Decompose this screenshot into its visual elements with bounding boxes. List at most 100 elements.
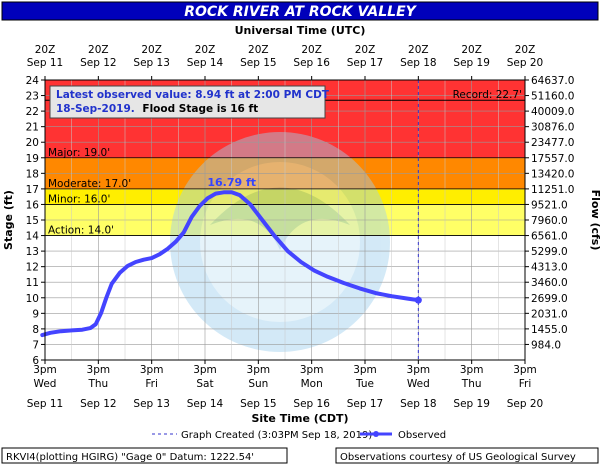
flow-tick-label: 3460.0 — [531, 277, 568, 289]
legend-created-label: Graph Created (3:03PM Sep 18, 2019) — [181, 430, 372, 441]
bottom-tick-date: Sep 14 — [187, 398, 224, 410]
stage-tick-label: 24 — [26, 75, 40, 87]
flow-tick-label: 2699.0 — [531, 293, 568, 305]
axes: 6 7 8 9 10 11 12 13 14 15 16 17 18 19 20 21 22 23 24 984.0 1… — [26, 44, 575, 410]
bottom-tick-weekday: Tue — [355, 378, 374, 390]
stage-tick-label: 15 — [26, 215, 39, 227]
top-tick-date: Sep 19 — [453, 57, 490, 69]
record-label: Record: 22.7' — [453, 89, 522, 101]
footer-site-box — [1, 447, 288, 464]
flow-tick-label: 7960.0 — [531, 215, 568, 227]
top-axis-label: Universal Time (UTC) — [235, 24, 366, 37]
bottom-tick-weekday: Wed — [34, 378, 57, 390]
top-tick-zulu: 20Z — [88, 44, 109, 56]
flood-band-label: Action: 14.0' — [48, 225, 114, 237]
bottom-tick-date: Sep 20 — [507, 398, 544, 410]
bottom-tick-time: 3pm — [87, 364, 111, 376]
bottom-tick-weekday: Fri — [145, 378, 158, 390]
y-axis-title: Stage (ft) — [2, 190, 15, 250]
bottom-tick-time: 3pm — [33, 364, 57, 376]
stage-tick-label: 16 — [26, 199, 40, 211]
top-tick-date: Sep 12 — [80, 57, 117, 69]
bottom-tick-date: Sep 13 — [133, 398, 170, 410]
watermark-bird — [210, 187, 350, 250]
bottom-tick-date: Sep 17 — [347, 398, 384, 410]
bottom-tick-time: 3pm — [140, 364, 164, 376]
stage-tick-label: 6 — [32, 355, 39, 367]
flow-tick-label: 17557.0 — [531, 153, 574, 165]
flow-tick-label: 30876.0 — [531, 122, 574, 134]
flow-tick-label: 5299.0 — [531, 246, 568, 258]
top-tick-date: Sep 14 — [187, 57, 224, 69]
flow-tick-label: 11251.0 — [531, 184, 574, 196]
top-tick-zulu: 20Z — [195, 44, 216, 56]
stage-tick-label: 14 — [26, 231, 40, 243]
bottom-tick-weekday: Thu — [461, 378, 482, 390]
bottom-tick-date: Sep 12 — [80, 398, 117, 410]
flood-band-label: Major: 19.0' — [48, 147, 110, 159]
top-tick-zulu: 20Z — [408, 44, 429, 56]
flow-tick-label: 40009.0 — [531, 106, 574, 118]
flow-tick-label: 984.0 — [531, 339, 561, 351]
chart-title: ROCK RIVER AT ROCK VALLEY — [184, 4, 417, 20]
flow-tick-label: 64637.0 — [531, 75, 574, 87]
flood-stage-text: Flood Stage is 16 ft — [142, 103, 258, 115]
bottom-tick-time: 3pm — [407, 364, 431, 376]
flood-band-label: Minor: 16.0' — [48, 193, 110, 205]
flow-tick-label: 9521.0 — [531, 199, 568, 211]
stage-tick-label: 17 — [26, 184, 39, 196]
flood-stage-note: 18-Sep-2019. Flood Stage is 16 ft — [56, 103, 258, 115]
stage-tick-label: 12 — [26, 262, 39, 274]
stage-tick-label: 10 — [26, 293, 39, 305]
top-tick-date: Sep 11 — [27, 57, 64, 69]
latest-value-text: Latest observed value: 8.94 ft at 2:00 P… — [56, 89, 330, 101]
x-axis-title: Site Time (CDT) — [251, 412, 348, 425]
footer-credit-box — [335, 447, 599, 464]
stage-tick-label: 8 — [32, 324, 39, 336]
footer-site-id: RKVI4(plotting HGIRG) "Gage 0" Datum: 12… — [6, 452, 254, 463]
legend-observed-label: Observed — [398, 430, 446, 441]
top-tick-date: Sep 18 — [400, 57, 437, 69]
bottom-tick-time: 3pm — [247, 364, 271, 376]
bottom-tick-weekday: Thu — [87, 378, 108, 390]
top-tick-zulu: 20Z — [35, 44, 56, 56]
y2-axis-title: Flow (cfs) — [589, 190, 600, 251]
flow-tick-label: 2031.0 — [531, 308, 568, 320]
flow-tick-label: 51160.0 — [531, 91, 574, 103]
title-bar — [1, 1, 599, 21]
stage-tick-label: 22 — [26, 106, 39, 118]
bottom-tick-time: 3pm — [193, 364, 217, 376]
latest-observation-marker — [414, 296, 422, 304]
flow-tick-label: 6561.0 — [531, 231, 568, 243]
bottom-tick-time: 3pm — [300, 364, 324, 376]
bottom-tick-time: 3pm — [513, 364, 537, 376]
stage-tick-label: 13 — [26, 246, 39, 258]
flow-tick-label: 23477.0 — [531, 137, 574, 149]
observed-series: 16.79 ft — [40, 176, 422, 338]
flood-band-label: Moderate: 17.0' — [48, 178, 131, 190]
top-tick-date: Sep 20 — [507, 57, 544, 69]
bottom-tick-weekday: Mon — [301, 378, 323, 390]
bottom-tick-time: 3pm — [460, 364, 484, 376]
top-tick-zulu: 20Z — [141, 44, 162, 56]
latest-date: 18-Sep-2019. — [56, 103, 135, 115]
top-tick-date: Sep 15 — [240, 57, 277, 69]
bottom-tick-date: Sep 18 — [400, 398, 437, 410]
flow-tick-label: 13420.0 — [531, 168, 574, 180]
bottom-tick-weekday: Wed — [407, 378, 430, 390]
stage-tick-label: 20 — [26, 137, 39, 149]
bottom-tick-weekday: Fri — [519, 378, 532, 390]
top-tick-date: Sep 17 — [347, 57, 384, 69]
bottom-tick-weekday: Sun — [248, 378, 268, 390]
top-tick-date: Sep 16 — [293, 57, 330, 69]
bottom-tick-weekday: Sat — [196, 378, 213, 390]
crest-label: 16.79 ft — [207, 176, 256, 189]
top-tick-zulu: 20Z — [301, 44, 322, 56]
top-tick-zulu: 20Z — [355, 44, 376, 56]
stage-tick-label: 21 — [26, 122, 39, 134]
stage-tick-label: 23 — [26, 91, 39, 103]
flow-tick-label: 1455.0 — [531, 324, 568, 336]
bottom-tick-date: Sep 15 — [240, 398, 277, 410]
